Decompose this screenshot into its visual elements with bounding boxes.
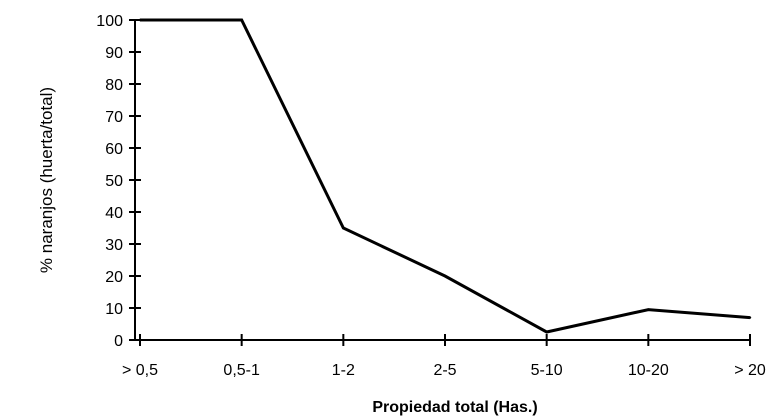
- x-tick-label: 10-20: [628, 362, 669, 379]
- y-tick-label: 60: [105, 141, 123, 158]
- data-point: [443, 274, 447, 278]
- data-point: [545, 330, 548, 334]
- y-tick-label: 10: [105, 301, 123, 318]
- x-axis-title: Propiedad total (Has.): [372, 399, 537, 416]
- data-point: [748, 316, 752, 319]
- y-axis-title: % naranjos (huerta/total): [37, 87, 56, 273]
- y-tick-label: 100: [96, 13, 123, 30]
- x-axis: > 0,5 0,5-1 1-2 2-5 5-10 10-20 > 20: [122, 334, 766, 379]
- y-tick-label: 0: [114, 333, 123, 350]
- x-tick-label: 0,5-1: [223, 362, 260, 379]
- y-axis: 0 10 20 30 40 50 60 70 80 90 100: [96, 13, 141, 350]
- x-tick-label: 1-2: [332, 362, 355, 379]
- data-point: [342, 226, 345, 230]
- x-tick-label: > 0,5: [122, 362, 158, 379]
- x-tick-label: 2-5: [433, 362, 456, 379]
- y-tick-label: 80: [105, 77, 123, 94]
- series-line: [140, 18, 751, 334]
- y-tick-label: 40: [105, 205, 123, 222]
- y-tick-label: 50: [105, 173, 123, 190]
- series-layer: [138, 18, 752, 334]
- y-tick-label: 30: [105, 237, 123, 254]
- x-tick-label: 5-10: [531, 362, 563, 379]
- y-tick-label: 20: [105, 269, 123, 286]
- data-point: [647, 308, 650, 311]
- y-tick-label: 70: [105, 109, 123, 126]
- data-point: [138, 18, 142, 22]
- x-tick-label: > 20: [734, 362, 766, 379]
- y-tick-label: 90: [105, 45, 123, 62]
- data-point: [240, 18, 243, 22]
